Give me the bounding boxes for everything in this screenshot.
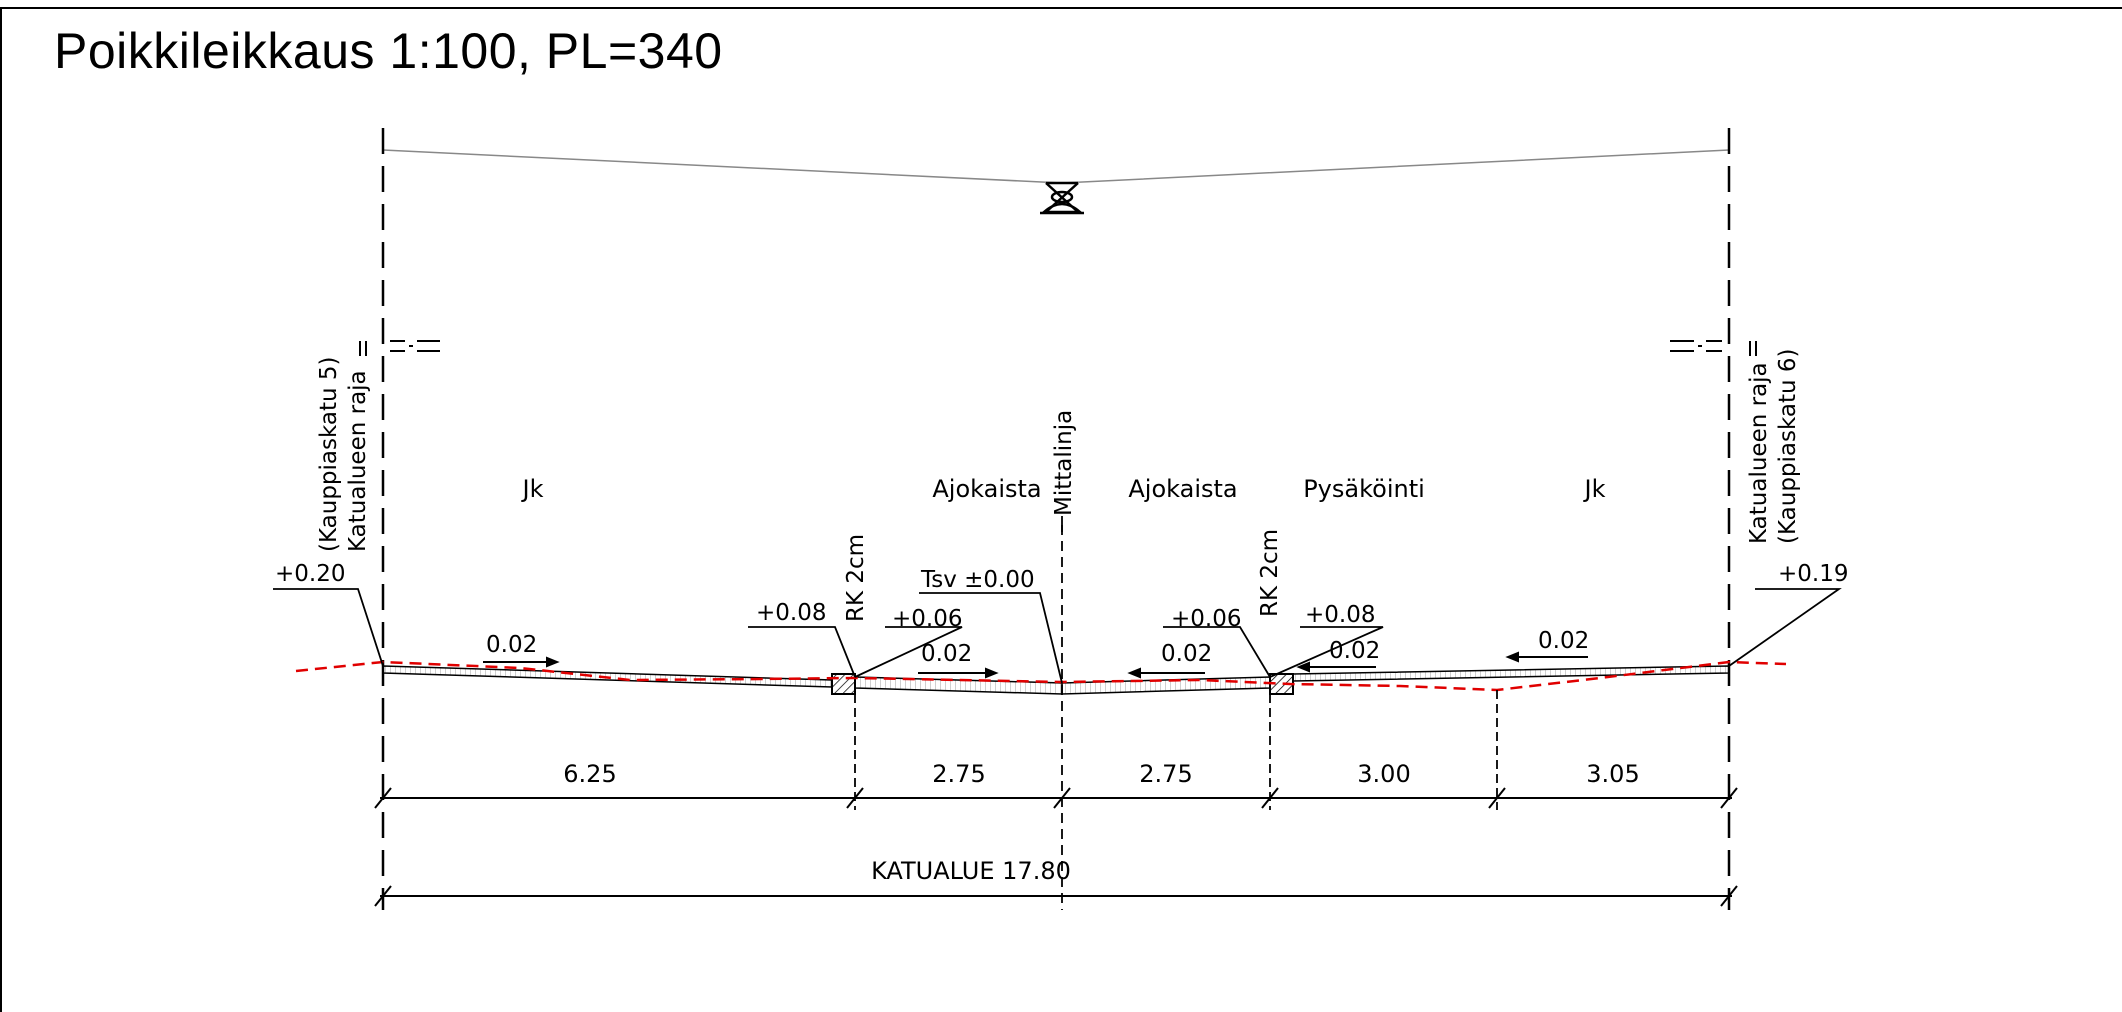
light-line <box>382 149 1730 184</box>
centerline-label: Mittalinja <box>1051 410 1077 516</box>
slope-arrows <box>483 651 1588 679</box>
elevation-right-edge: +0.19 <box>1778 561 1848 587</box>
page-title: Poikkileikkaus 1:100, PL=340 <box>54 23 723 79</box>
width-4: 3.05 <box>1586 760 1639 788</box>
total-dimension-line <box>374 885 1738 907</box>
elevation-center: Tsv ±0.00 <box>920 567 1035 593</box>
boundary-left-line2: Katualueen raja <box>345 370 371 552</box>
elevation-curb-left-top: +0.08 <box>756 600 826 626</box>
existing-ground-line <box>295 660 1787 692</box>
boundary-symbol-right <box>1670 340 1757 356</box>
boundary-right-line2: (Kauppiaskatu 6) <box>1775 348 1801 544</box>
road-surface <box>382 665 1730 695</box>
boundary-symbol-left <box>359 340 440 356</box>
lane-label-lane-right: Ajokaista <box>1128 475 1237 503</box>
elevation-curb-right-top: +0.08 <box>1305 602 1375 628</box>
slope-lane-left: 0.02 <box>921 641 972 667</box>
boundary-left-line1: (Kauppiaskatu 5) <box>316 356 342 552</box>
elevation-leaders <box>273 588 1842 684</box>
elevation-curb-left-bottom: +0.06 <box>892 606 962 632</box>
lane-label-right-walk: Jk <box>1583 475 1606 503</box>
elevation-curb-right-bottom: +0.06 <box>1171 606 1241 632</box>
width-3: 3.00 <box>1357 760 1410 788</box>
total-label: KATUALUE 17.80 <box>871 857 1071 885</box>
curb-right-label: RK 2cm <box>1257 529 1283 617</box>
dimension-extension-lines <box>854 690 1498 810</box>
width-2: 2.75 <box>1139 760 1192 788</box>
width-1: 2.75 <box>932 760 985 788</box>
slope-left-walk: 0.02 <box>486 632 537 658</box>
slope-lane-right: 0.02 <box>1161 641 1212 667</box>
lane-label-parking: Pysäköinti <box>1303 475 1425 503</box>
width-0: 6.25 <box>563 760 616 788</box>
luminaire-icon <box>1040 181 1084 215</box>
slope-right-walk: 0.02 <box>1538 628 1589 654</box>
curb-left-label: RK 2cm <box>843 534 869 622</box>
slope-parking: 0.02 <box>1329 638 1380 664</box>
page-border <box>0 7 2122 1012</box>
boundary-right-line1: Katualueen raja <box>1746 362 1772 544</box>
lane-label-left-walk: Jk <box>521 475 544 503</box>
dimension-line <box>374 787 1738 809</box>
lane-label-lane-left: Ajokaista <box>932 475 1041 503</box>
elevation-left-edge: +0.20 <box>275 561 345 587</box>
